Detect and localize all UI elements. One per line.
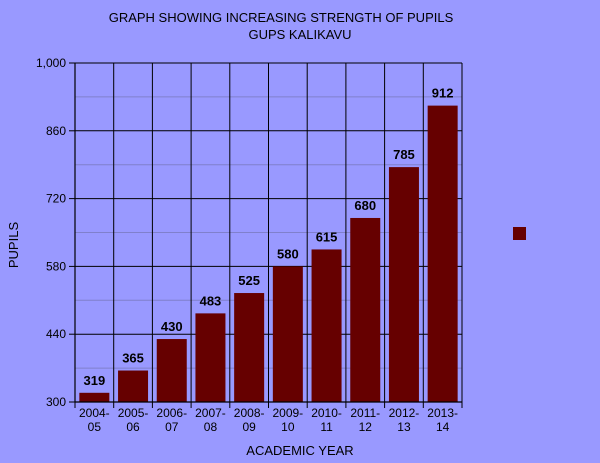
x-tick-label: 08 — [204, 420, 218, 434]
x-tick-label: 2009- — [272, 406, 303, 420]
x-tick-label: 2005- — [118, 406, 149, 420]
chart-subtitle: GUPS KALIKAVU — [248, 27, 351, 42]
labels-layer: 319 365 430 483 525 580 615 680 785 912 300 440 580 7… — [36, 56, 458, 434]
data-label: 785 — [393, 147, 415, 162]
bars-layer — [79, 105, 458, 403]
x-tick-label: 10 — [281, 420, 295, 434]
bar — [311, 249, 342, 402]
x-axis-label: ACADEMIC YEAR — [246, 443, 353, 458]
x-tick-label: 2010- — [311, 406, 342, 420]
data-label: 912 — [432, 86, 454, 101]
x-tick-label: 2011- — [350, 406, 380, 420]
x-tick-label: 2008- — [234, 406, 265, 420]
data-label: 580 — [277, 246, 299, 261]
bar — [388, 167, 419, 402]
y-tick-label: 580 — [46, 259, 66, 273]
x-tick-label: 13 — [397, 420, 411, 434]
y-tick-label: 1,000 — [36, 56, 66, 70]
x-tick-label: 2012- — [389, 406, 420, 420]
bar — [234, 293, 265, 402]
x-tick-label: 07 — [165, 420, 179, 434]
y-tick-label: 720 — [46, 192, 66, 206]
x-tick-label: 2004- — [79, 406, 110, 420]
x-tick-label: 14 — [436, 420, 450, 434]
chart-title: GRAPH SHOWING INCREASING STRENGTH OF PUP… — [109, 10, 454, 25]
legend-swatch — [513, 227, 526, 240]
x-tick-label: 12 — [359, 420, 373, 434]
legend-layer — [513, 227, 526, 240]
bar — [118, 370, 149, 402]
bar — [350, 217, 381, 402]
y-tick-label: 440 — [46, 327, 66, 341]
bar — [156, 339, 187, 402]
data-label: 365 — [122, 351, 144, 366]
y-tick-label: 860 — [46, 124, 66, 138]
y-axis-label: PUPILS — [6, 222, 21, 269]
x-tick-label: 2007- — [195, 406, 226, 420]
data-label: 525 — [238, 273, 260, 288]
bar — [79, 392, 110, 402]
x-tick-label: 09 — [242, 420, 256, 434]
x-tick-label: 11 — [320, 420, 333, 434]
data-label: 430 — [161, 319, 183, 334]
bar — [195, 313, 226, 402]
data-label: 615 — [316, 229, 338, 244]
bar — [427, 105, 458, 403]
data-label: 680 — [354, 198, 376, 213]
bar — [272, 266, 303, 402]
x-tick-label: 06 — [126, 420, 140, 434]
data-label: 483 — [200, 293, 222, 308]
x-tick-label: 2013- — [427, 406, 458, 420]
x-tick-label: 2006- — [156, 406, 187, 420]
axes-layer — [69, 62, 463, 408]
x-tick-label: 05 — [88, 420, 102, 434]
y-tick-label: 300 — [46, 395, 66, 409]
data-label: 319 — [83, 373, 105, 388]
